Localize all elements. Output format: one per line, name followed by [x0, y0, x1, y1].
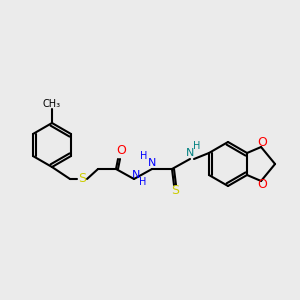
Text: S: S	[171, 184, 179, 197]
Text: N: N	[186, 148, 194, 158]
Text: N: N	[148, 158, 156, 168]
Text: CH₃: CH₃	[43, 99, 61, 109]
Text: S: S	[78, 172, 86, 185]
Text: N: N	[132, 170, 140, 180]
Text: H: H	[140, 151, 148, 161]
Text: H: H	[193, 141, 201, 151]
Text: O: O	[257, 178, 267, 191]
Text: H: H	[139, 177, 147, 187]
Text: O: O	[116, 145, 126, 158]
Text: O: O	[257, 136, 267, 149]
